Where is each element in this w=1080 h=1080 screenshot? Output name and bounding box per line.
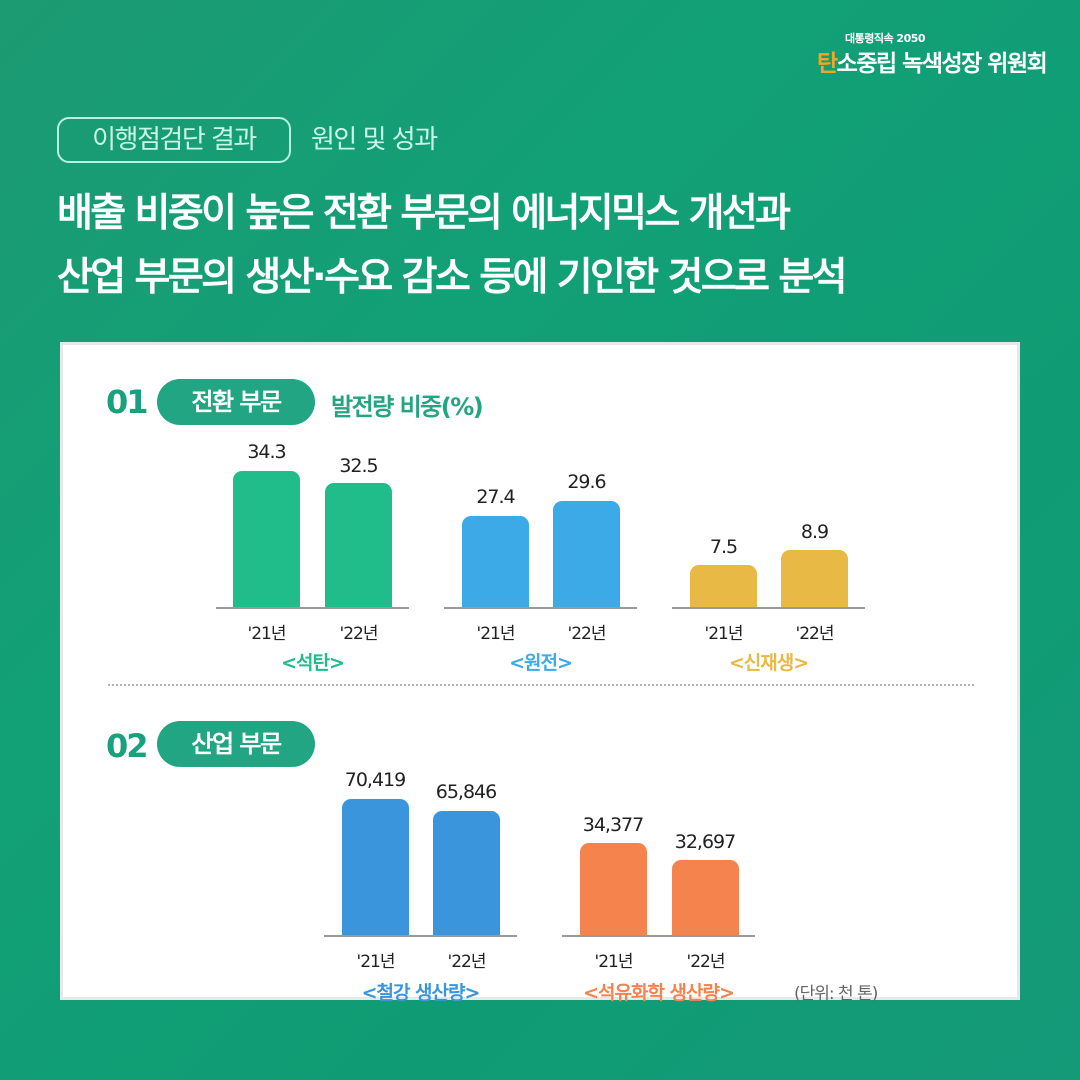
tick-label: '21년 [247,624,287,644]
value-label: 65,846 [435,781,497,803]
category-coal: <석탄> [281,652,345,674]
category-renewable: <신재생> [728,652,809,674]
unit-note: (단위: 천 톤) [794,984,878,1004]
category-steel: <철강 생산량> [361,982,481,1004]
bar-steel-2021 [342,799,409,936]
baseline [672,607,865,609]
baseline [562,935,755,937]
tick-label: '21년 [594,952,634,972]
bar-coal-2021 [233,471,300,608]
logo: 탄소중립 녹색성장 위원회 [817,44,1048,78]
value-label: 7.5 [709,536,738,558]
value-label: 34.3 [247,441,286,463]
logo-subtitle: 대통령직속 2050 [845,32,926,45]
baseline [324,935,517,937]
tick-label: '22년 [447,952,487,972]
value-label: 32.5 [339,455,378,477]
bar-petrochem-2021 [580,843,647,936]
bar-nuclear-2022 [553,501,620,608]
tick-label: '21년 [704,624,744,644]
section-divider [108,684,974,686]
tick-label: '22년 [339,624,379,644]
baseline [216,607,409,609]
bar-petrochem-2022 [672,860,739,936]
value-label: 70,419 [344,769,406,791]
logo-accent: 탄 [817,51,838,77]
logo-title: 소중립 녹색성장 위원회 [836,51,1048,77]
tick-label: '22년 [686,952,726,972]
section1-pill: 전환 부문 [157,379,315,425]
section1-subtitle: 발전량 비중(%) [331,393,484,421]
result-tag: 이행점검단 결과 [57,117,291,163]
value-label: 34,377 [582,814,644,836]
tick-label: '22년 [567,624,607,644]
bar-coal-2022 [325,483,392,608]
section1-number: 01 [106,383,149,421]
section2-pill: 산업 부문 [157,721,315,767]
bar-nuclear-2021 [462,516,529,608]
value-label: 27.4 [476,486,515,508]
page-title-line2: 산업 부문의 생산·수요 감소 등에 기인한 것으로 분석 [57,255,848,300]
tick-label: '22년 [795,624,835,644]
category-nuclear: <원전> [509,652,573,674]
tick-label: '21년 [356,952,396,972]
page-title-line1: 배출 비중이 높은 전환 부문의 에너지믹스 개선과 [57,191,791,236]
section2-number: 02 [106,727,149,765]
bar-renewable-2022 [781,550,848,608]
value-label: 8.9 [800,521,829,543]
value-label: 29.6 [567,471,606,493]
result-subtag: 원인 및 성과 [311,125,438,155]
bar-steel-2022 [433,811,500,936]
category-petrochem: <석유화학 생산량> [583,982,735,1004]
tick-label: '21년 [476,624,516,644]
bar-renewable-2021 [690,565,757,608]
chart-card [60,342,1020,1000]
value-label: 32,697 [674,831,736,853]
baseline [444,607,637,609]
